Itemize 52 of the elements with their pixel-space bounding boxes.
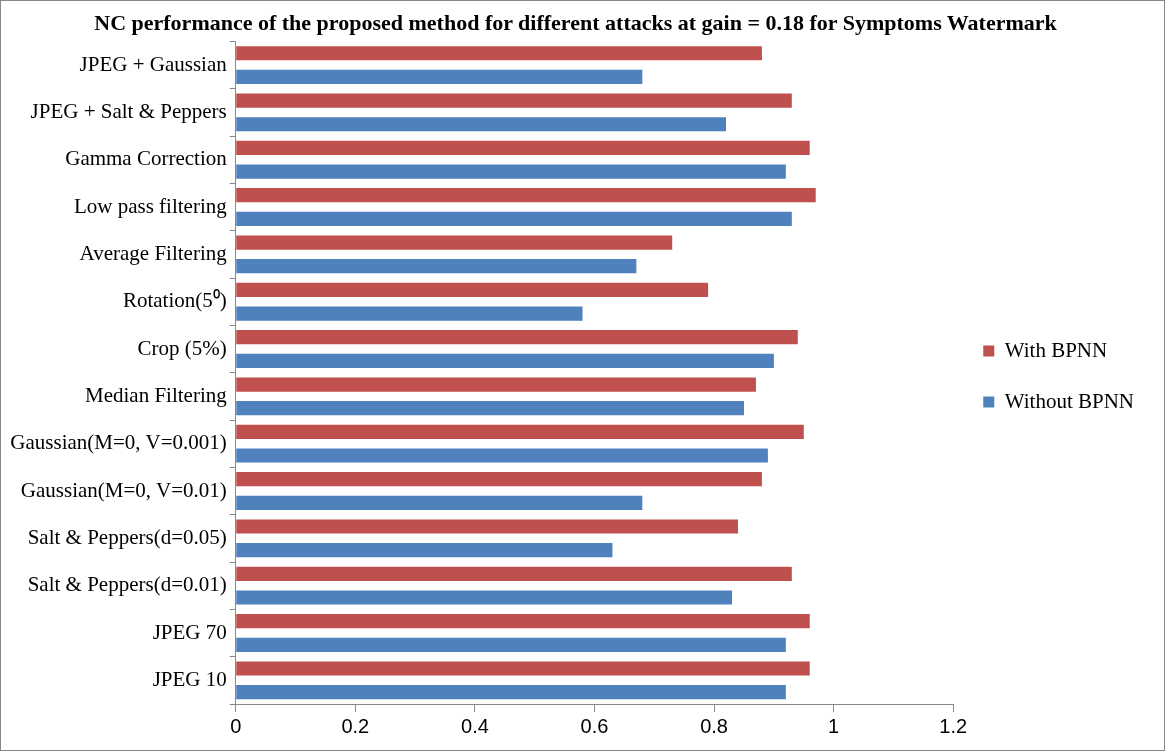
bar <box>236 46 762 61</box>
y-tick-label: JPEG + Salt & Peppers <box>30 98 227 123</box>
y-tick-label: JPEG 10 <box>152 666 227 691</box>
x-tick-label: 0.4 <box>461 714 489 737</box>
bar <box>236 117 727 132</box>
y-tick-label: Median Filtering <box>85 382 228 407</box>
bar <box>236 472 762 487</box>
bar <box>236 353 774 368</box>
y-tick-label: Salt & Peppers(d=0.05) <box>27 524 227 549</box>
y-tick-label: Rotation(5⁰) <box>122 288 227 313</box>
chart-title: NC performance of the proposed method for different attacks at gain = 0.18 for Symptoms Watermark <box>94 9 1058 35</box>
y-tick-label: Average Filtering <box>79 240 228 265</box>
x-tick-label: 0.6 <box>580 714 609 737</box>
y-tick-label: Salt & Peppers(d=0.01) <box>27 572 227 597</box>
bar <box>236 614 810 629</box>
y-tick-label: JPEG + Gaussian <box>79 51 228 76</box>
bar <box>236 661 810 676</box>
y-tick-label: Low pass filtering <box>73 193 228 218</box>
legend-label: With BPNN <box>1004 337 1108 362</box>
bar <box>236 377 756 392</box>
bar <box>236 566 792 581</box>
x-tick-label: 0.8 <box>700 714 728 737</box>
bar <box>236 140 810 155</box>
bar <box>236 330 798 345</box>
x-tick-label: 1.2 <box>939 714 968 737</box>
bar <box>236 495 643 510</box>
bar <box>236 543 613 558</box>
bar <box>236 306 583 321</box>
bar <box>236 211 792 226</box>
legend-label: Without BPNN <box>1004 388 1135 413</box>
bar <box>236 685 786 700</box>
y-tick-label: Crop (5%) <box>137 335 227 360</box>
bar <box>236 448 768 463</box>
bar <box>236 637 786 652</box>
y-tick-label: Gaussian(M=0, V=0.01) <box>20 477 227 502</box>
bar <box>236 235 673 250</box>
bar <box>236 93 792 108</box>
bar <box>236 164 786 179</box>
y-tick-label: JPEG 70 <box>152 619 227 644</box>
y-tick-label: Gaussian(M=0, V=0.001) <box>10 430 227 455</box>
bar <box>236 282 709 297</box>
y-tick-label: Gamma Correction <box>65 146 228 171</box>
bar <box>236 519 738 534</box>
x-tick-label: 1 <box>828 714 840 737</box>
bar <box>236 69 643 84</box>
x-tick-label: 0 <box>230 714 242 737</box>
bar <box>236 401 744 416</box>
x-tick-label: 0.2 <box>341 714 370 737</box>
bar <box>236 590 733 605</box>
bar <box>236 188 816 203</box>
bar <box>236 259 637 274</box>
bar <box>236 424 804 439</box>
